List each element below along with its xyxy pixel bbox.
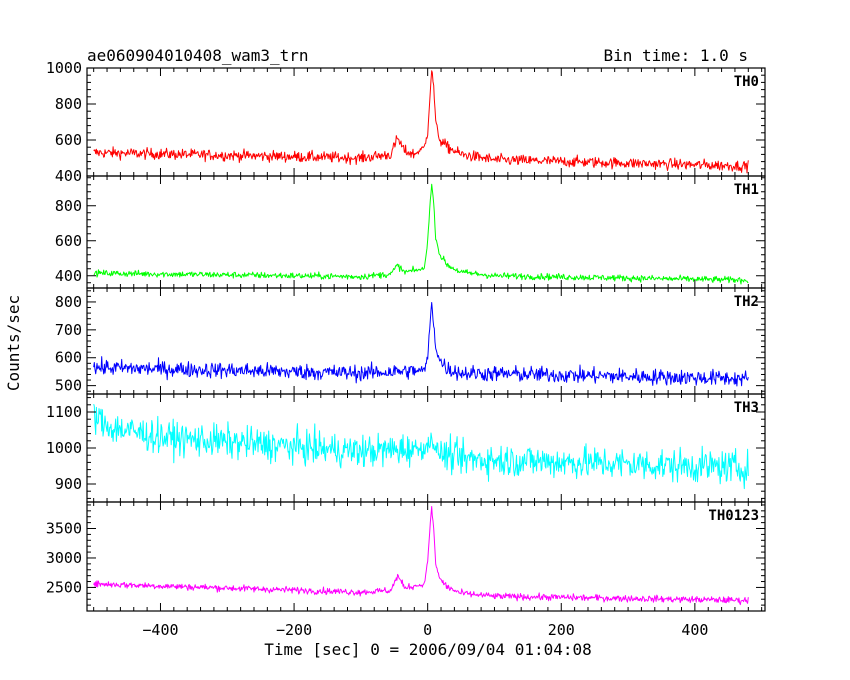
panel-th2: 500 600 700 800 TH2: [55, 287, 766, 395]
panel-label-th2: TH2: [734, 294, 759, 310]
y-tick-label: 500: [55, 377, 82, 395]
panel-label-th3: TH3: [734, 400, 759, 416]
x-tick-label: 0: [423, 621, 432, 639]
y-tick-label: 1000: [46, 439, 82, 457]
panel-frame: [86, 501, 766, 612]
y-axis-label: Counts/sec: [4, 295, 23, 391]
series-line-th0: [93, 70, 749, 174]
x-axis-label: Time [sec] 0 = 2006/09/04 01:04:08: [264, 640, 592, 659]
x-tick-label: −400: [142, 621, 178, 639]
panel-th0123: 2500 3000 3500 TH0123: [46, 501, 766, 612]
panel-th3: 900 1000 1100 TH3: [46, 393, 766, 503]
x-tick-label: 200: [548, 621, 575, 639]
panels-group: 400 600 800 1000 TH0 400 600 800 TH1 500 600 700 800…: [46, 59, 766, 639]
y-tick-label: 3000: [46, 549, 82, 567]
y-tick-label: 1000: [46, 59, 82, 77]
panel-th0: 400 600 800 1000 TH0: [46, 59, 766, 185]
y-tick-label: 2500: [46, 578, 82, 596]
x-tick-label: 400: [681, 621, 708, 639]
y-tick-label: 900: [55, 475, 82, 493]
series-line-th3: [93, 403, 749, 490]
y-tick-label: 600: [55, 349, 82, 367]
series-line-th1: [93, 183, 749, 285]
series-line-th0123: [93, 506, 749, 606]
panel-label-th0: TH0: [734, 74, 759, 90]
panel-frame: [86, 67, 766, 177]
bin-time-label: Bin time: 1.0 s: [604, 46, 749, 65]
y-tick-label: 3500: [46, 520, 82, 538]
y-tick-label: 400: [55, 267, 82, 285]
y-tick-label: 800: [55, 197, 82, 215]
y-tick-label: 400: [55, 167, 82, 185]
x-tick-label: −200: [276, 621, 312, 639]
panel-label-th0123: TH0123: [708, 508, 759, 524]
panel-frame: [86, 175, 766, 289]
y-tick-label: 700: [55, 321, 82, 339]
series-line-th2: [93, 302, 749, 387]
panel-th1: 400 600 800 TH1: [55, 175, 766, 289]
y-tick-label: 800: [55, 95, 82, 113]
y-tick-label: 1100: [46, 403, 82, 421]
panel-label-th1: TH1: [734, 182, 759, 198]
chart-title: ae060904010408_wam3_trn: [87, 46, 309, 65]
y-tick-label: 600: [55, 131, 82, 149]
y-tick-label: 600: [55, 232, 82, 250]
y-tick-label: 800: [55, 293, 82, 311]
